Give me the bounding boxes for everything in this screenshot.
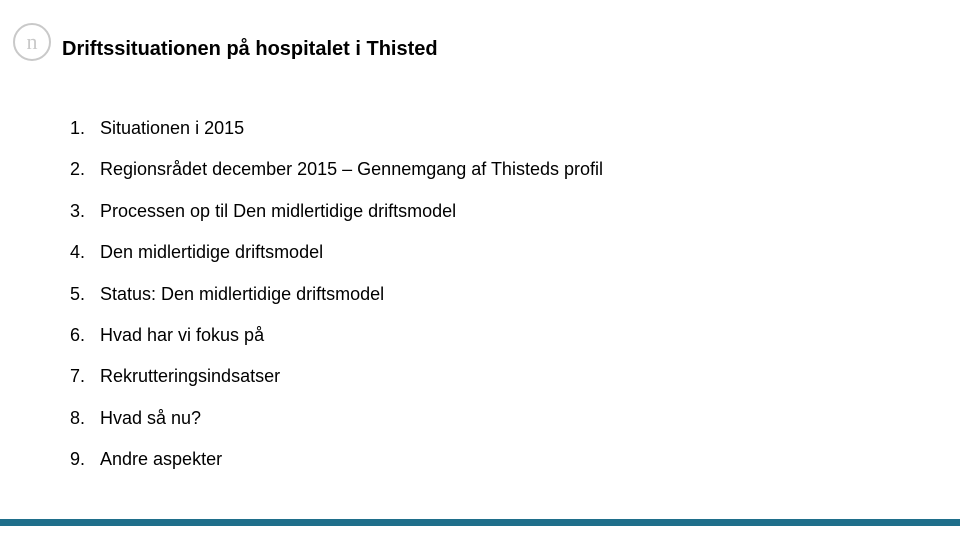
- list-item: 8. Hvad så nu?: [70, 398, 900, 439]
- logo-letter: n: [27, 29, 38, 54]
- list-item: 4. Den midlertidige driftsmodel: [70, 232, 900, 273]
- logo-icon: n: [12, 22, 52, 62]
- list-text: Hvad så nu?: [100, 407, 900, 430]
- list-item: 9. Andre aspekter: [70, 439, 900, 480]
- list-item: 5. Status: Den midlertidige driftsmodel: [70, 274, 900, 315]
- page-title: Driftssituationen på hospitalet i Thiste…: [62, 38, 438, 61]
- list-item: 6. Hvad har vi fokus på: [70, 315, 900, 356]
- list-text: Andre aspekter: [100, 448, 900, 471]
- list-text: Den midlertidige driftsmodel: [100, 241, 900, 264]
- list-text: Hvad har vi fokus på: [100, 324, 900, 347]
- list-number: 9.: [70, 448, 100, 471]
- list-number: 5.: [70, 283, 100, 306]
- list-number: 4.: [70, 241, 100, 264]
- list-text: Processen op til Den midlertidige drifts…: [100, 200, 900, 223]
- list-text: Situationen i 2015: [100, 117, 900, 140]
- list-number: 7.: [70, 365, 100, 388]
- list-text: Regionsrådet december 2015 – Gennemgang …: [100, 158, 900, 181]
- list-number: 2.: [70, 158, 100, 181]
- list-item: 2. Regionsrådet december 2015 – Gennemga…: [70, 149, 900, 190]
- slide: n Driftssituationen på hospitalet i This…: [0, 0, 960, 540]
- agenda-list: 1. Situationen i 2015 2. Regionsrådet de…: [70, 108, 900, 481]
- list-text: Rekrutteringsindsatser: [100, 365, 900, 388]
- list-number: 3.: [70, 200, 100, 223]
- brand-logo: n: [12, 22, 52, 62]
- list-number: 6.: [70, 324, 100, 347]
- list-item: 3. Processen op til Den midlertidige dri…: [70, 191, 900, 232]
- list-number: 1.: [70, 117, 100, 140]
- list-item: 1. Situationen i 2015: [70, 108, 900, 149]
- list-number: 8.: [70, 407, 100, 430]
- list-item: 7. Rekrutteringsindsatser: [70, 356, 900, 397]
- footer-accent-bar: [0, 519, 960, 526]
- list-text: Status: Den midlertidige driftsmodel: [100, 283, 900, 306]
